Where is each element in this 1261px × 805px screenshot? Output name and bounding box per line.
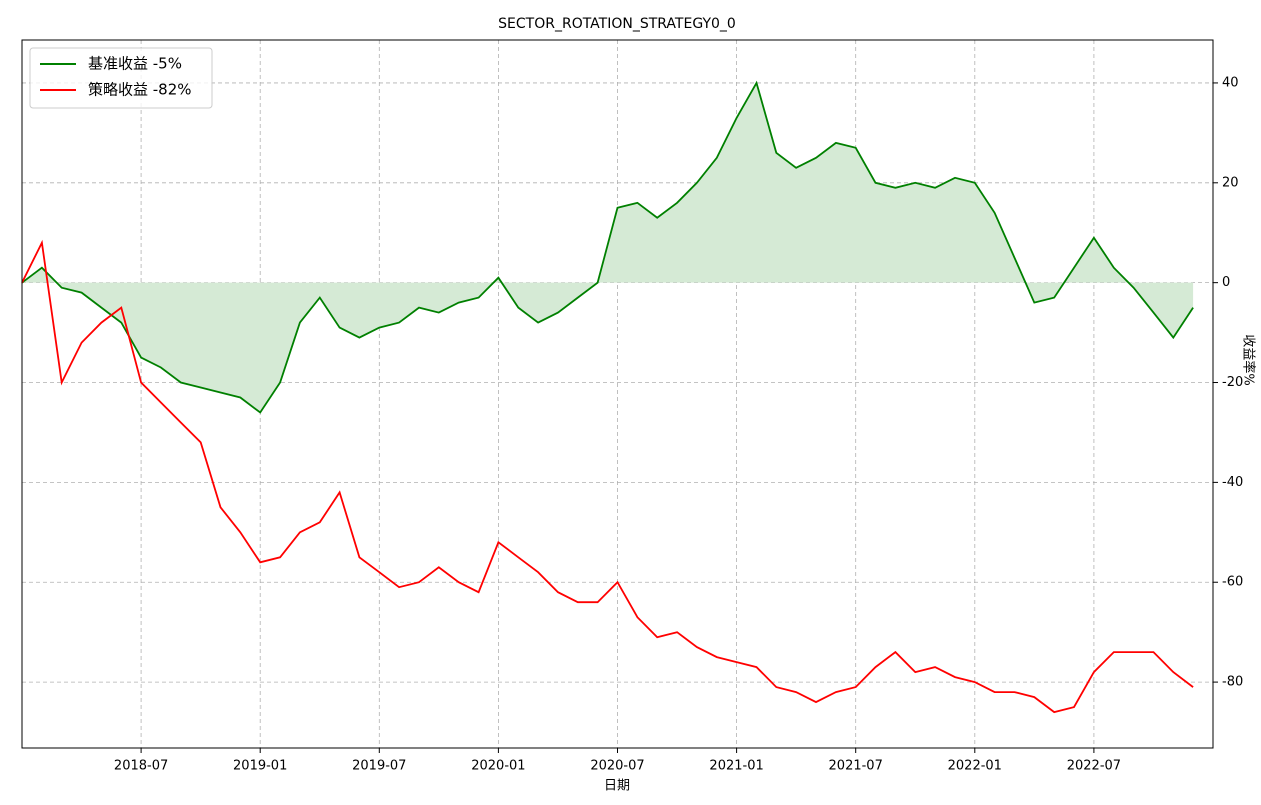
y-tick-label: -40: [1222, 475, 1243, 490]
x-tick-label: 2018-07: [114, 759, 168, 774]
x-tick-label: 2021-07: [829, 759, 883, 774]
series-line: [21, 239, 1194, 714]
y-tick-label: -80: [1222, 675, 1243, 690]
x-tick-label: 2019-07: [352, 759, 406, 774]
x-tick-label: 2022-07: [1067, 759, 1121, 774]
y-tick-label: 0: [1222, 275, 1230, 290]
y-tick-label: -60: [1222, 575, 1243, 590]
series-line: [21, 80, 1194, 414]
y-axis-label: 收益率%: [1241, 334, 1257, 385]
x-tick-label: 2020-07: [590, 759, 644, 774]
x-tick-label: 2020-01: [471, 759, 525, 774]
x-tick-label: 2022-01: [948, 759, 1002, 774]
chart-title: SECTOR_ROTATION_STRATEGY0_0: [498, 16, 736, 32]
legend: 基准收益 -5% 策略收益 -82%: [29, 47, 213, 109]
legend-label: 策略收益 -82%: [88, 81, 192, 99]
plot: [21, 80, 1194, 714]
x-tick-label: 2019-01: [233, 759, 287, 774]
y-tick-label: 40: [1222, 75, 1239, 90]
y-tick-label: 20: [1222, 175, 1239, 190]
grid: [22, 40, 1213, 748]
x-tick-label: 2021-01: [709, 759, 763, 774]
legend-label: 基准收益 -5%: [88, 55, 182, 73]
x-axis-label: 日期: [604, 779, 630, 794]
y-tick-label: -20: [1222, 375, 1243, 390]
